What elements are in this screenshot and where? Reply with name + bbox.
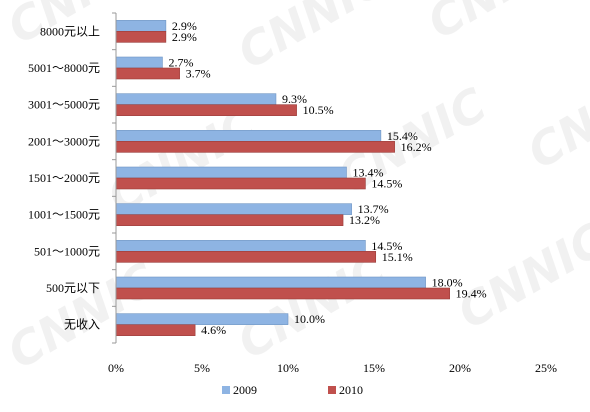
data-label: 9.3% — [282, 92, 307, 106]
data-label: 3.7% — [186, 67, 211, 81]
data-label: 4.6% — [201, 323, 226, 337]
data-label: 10.5% — [303, 103, 334, 117]
category-label: 3001～5000元 — [28, 98, 100, 112]
category-label: 501～1000元 — [34, 244, 100, 258]
category-label: 1501～2000元 — [28, 171, 100, 185]
data-label: 10.0% — [294, 312, 325, 326]
axis-layer — [112, 12, 117, 344]
bars-layer — [115, 20, 450, 336]
labels-layer: 8000元以上 2.9%2.9% 5001～8000元 2.7%3.7% 3001～50… — [28, 19, 557, 375]
x-tick-label: 20% — [449, 361, 471, 375]
bar-2010 — [115, 324, 196, 336]
bar-2010 — [115, 104, 297, 116]
legend-label-2009: 2009 — [233, 383, 257, 397]
bar-2009 — [115, 276, 426, 289]
data-label: 2.9% — [172, 19, 197, 33]
watermark-text: CNNIC — [419, 0, 586, 50]
bar-2009 — [115, 166, 347, 179]
data-label: 19.4% — [456, 287, 487, 301]
data-label: 16.2% — [401, 140, 432, 154]
bar-2009 — [115, 130, 382, 142]
legend-swatch-2009 — [222, 386, 230, 394]
category-label: 2001～3000元 — [28, 134, 100, 148]
bar-2009 — [115, 56, 163, 69]
data-label: 14.5% — [371, 239, 402, 253]
data-label: 2.9% — [172, 30, 197, 44]
data-label: 14.5% — [371, 177, 402, 191]
x-tick-label: 10% — [277, 361, 299, 375]
x-tick-label: 15% — [363, 361, 385, 375]
category-label: 500元以下 — [46, 281, 100, 295]
category-label: 无收入 — [64, 318, 100, 332]
legend: 2009 2010 — [222, 383, 363, 397]
data-label: 18.0% — [432, 276, 463, 290]
data-label: 15.1% — [382, 250, 413, 264]
bar-2010 — [115, 67, 180, 80]
watermark-text: CNNIC — [449, 212, 590, 340]
bar-2009 — [115, 20, 167, 32]
data-label: 13.2% — [349, 213, 380, 227]
watermark-text: CNNIC — [519, 52, 590, 180]
bar-2010 — [115, 177, 366, 190]
bar-2009 — [115, 93, 277, 105]
data-label: 2.7% — [168, 56, 193, 70]
watermark-text: CNNIC — [229, 0, 396, 80]
bar-2010 — [115, 141, 395, 153]
bar-2009 — [115, 240, 366, 252]
category-label: 8000元以上 — [40, 24, 100, 38]
bar-2009 — [115, 203, 352, 215]
data-label: 13.7% — [358, 202, 389, 216]
data-label: 13.4% — [352, 166, 383, 180]
legend-swatch-2010 — [328, 386, 336, 394]
bar-2010 — [115, 214, 344, 226]
x-tick-label: 5% — [194, 361, 210, 375]
legend-label-2010: 2010 — [339, 383, 363, 397]
bar-2010 — [115, 251, 377, 263]
category-label: 1001～1500元 — [28, 208, 100, 222]
x-tick-label: 0% — [108, 361, 124, 375]
bar-2010 — [115, 31, 167, 43]
x-tick-label: 25% — [535, 361, 557, 375]
data-label: 15.4% — [387, 129, 418, 143]
category-label: 5001～8000元 — [28, 61, 100, 75]
bar-2010 — [115, 287, 450, 300]
